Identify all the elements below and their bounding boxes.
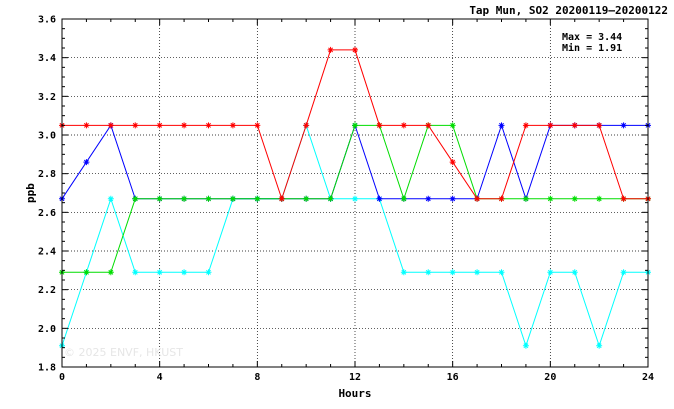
y-tick-label: 2.0 [38,324,56,335]
series-group [59,46,651,349]
y-tick-label: 3.2 [38,92,56,103]
watermark: © 2025 ENVF, HKUST [64,346,183,359]
data-point [498,195,505,202]
data-point [327,195,334,202]
data-point [571,122,578,129]
data-point [498,122,505,129]
max-label: Max = 3.44 [562,32,622,43]
data-point [205,122,212,129]
data-point [254,122,261,129]
data-point [400,195,407,202]
y-tick-label: 3.4 [38,53,56,64]
axis-ticks: 0 4 8 12 16 20 24 1.8 2.0 2.2 2.4 2.6 2.8 3.0 3.2 3.4 3.… [38,15,654,384]
data-point [498,269,505,276]
data-point [107,195,114,202]
x-axis-label: Hours [338,387,371,400]
data-point [132,269,139,276]
data-point [107,122,114,129]
data-point [547,195,554,202]
y-tick-label: 3.0 [38,131,56,142]
data-point [522,342,529,349]
data-point [449,269,456,276]
data-point [327,46,334,53]
data-point [303,122,310,129]
data-point [571,195,578,202]
x-tick-label: 12 [349,372,361,383]
data-point [181,269,188,276]
data-point [352,46,358,53]
data-point [181,195,188,202]
data-point [376,195,383,202]
data-point [620,195,627,202]
data-point [376,122,383,129]
data-point [425,195,432,202]
data-point [449,195,456,202]
data-point [132,122,139,129]
data-point [156,195,163,202]
data-point [596,122,603,129]
min-label: Min = 1.91 [562,42,622,54]
data-point [254,195,261,202]
y-tick-label: 2.4 [38,247,56,258]
y-tick-label: 2.2 [38,285,56,296]
y-tick-label: 2.8 [38,169,56,180]
data-point [156,269,163,276]
chart-title: Tap Mun, SO2 20200119–20200122 [469,4,668,17]
data-point [425,122,432,129]
data-point [620,122,627,129]
data-point [522,122,529,129]
data-point [205,195,212,202]
data-point [156,122,163,129]
data-point [83,269,90,276]
data-point [278,195,285,202]
data-point [83,159,90,166]
data-point [596,195,603,202]
data-point [547,269,554,276]
data-point [303,195,310,202]
data-point [132,195,139,202]
grid-lines [62,19,648,367]
data-point [352,195,358,202]
data-point [620,269,627,276]
data-point [449,122,456,129]
data-point [229,122,236,129]
x-tick-label: 16 [447,372,459,383]
data-point [547,122,554,129]
data-point [83,122,90,129]
data-point [571,269,578,276]
x-tick-label: 0 [59,372,65,383]
x-tick-label: 24 [642,372,654,383]
data-point [522,195,529,202]
y-tick-label: 3.6 [38,15,56,26]
data-point [400,269,407,276]
x-tick-label: 20 [544,372,556,383]
data-point [474,269,481,276]
data-point [596,342,603,349]
data-point [205,269,212,276]
data-point [229,195,236,202]
x-tick-label: 8 [254,372,260,383]
data-point [181,122,188,129]
x-tick-label: 4 [157,372,163,383]
y-tick-label: 1.8 [38,363,56,374]
data-point [107,269,114,276]
y-axis-label: ppb [24,183,37,203]
data-point [474,195,481,202]
data-point [425,269,432,276]
data-point [400,122,407,129]
data-point [449,159,456,166]
y-tick-label: 2.6 [38,208,56,219]
data-point [352,122,358,129]
